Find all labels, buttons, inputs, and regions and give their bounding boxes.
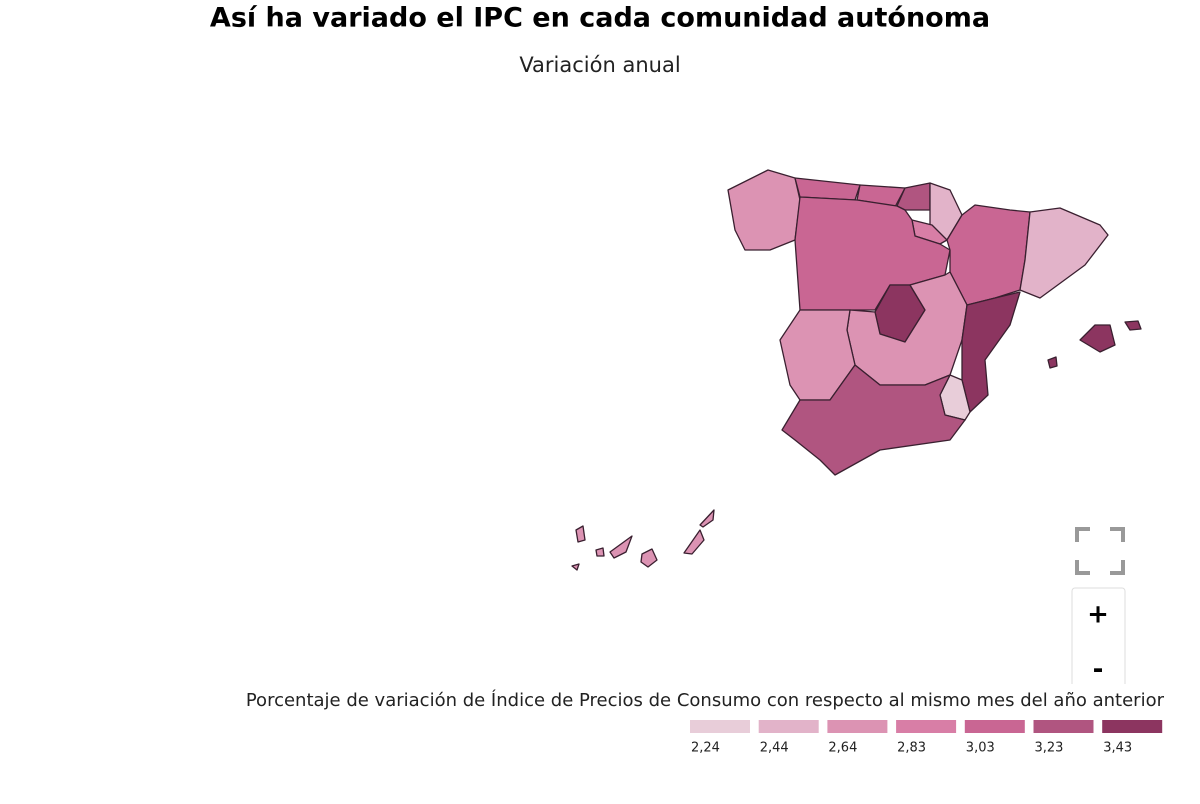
region[interactable] <box>727 169 801 251</box>
map[interactable] <box>571 169 1142 571</box>
subtitle: Variación anual <box>519 53 680 77</box>
legend-swatch <box>896 720 957 733</box>
title: Así ha variado el IPC en cada comunidad … <box>210 3 990 34</box>
region[interactable] <box>961 291 1021 413</box>
region[interactable] <box>1079 324 1116 353</box>
legend-label: 2,44 <box>760 741 789 756</box>
legend-label: 3,23 <box>1035 741 1064 756</box>
legend-swatch <box>1033 720 1094 733</box>
legend-label: 2,24 <box>691 741 720 756</box>
region[interactable] <box>571 563 580 571</box>
region[interactable] <box>640 548 658 568</box>
legend-swatch <box>964 720 1025 733</box>
legend-swatch <box>690 720 750 733</box>
legend-bg <box>0 684 1200 800</box>
legend-label: 2,64 <box>828 741 857 756</box>
region[interactable] <box>699 509 715 528</box>
region[interactable] <box>946 204 1031 306</box>
legend-title: Porcentaje de variación de Índice de Pre… <box>246 689 1165 711</box>
region[interactable] <box>1124 320 1142 331</box>
region[interactable] <box>1047 356 1058 369</box>
region[interactable] <box>575 525 586 543</box>
legend-swatch <box>1102 720 1163 733</box>
zoom-out[interactable]: - <box>1093 655 1104 685</box>
legend-swatch <box>758 720 819 733</box>
region[interactable] <box>609 535 633 559</box>
legend: 2,24 2,44 2,64 2,83 3,03 3,23 3,43 <box>690 720 1163 756</box>
region[interactable] <box>896 182 931 211</box>
legend-label: 3,03 <box>966 741 995 756</box>
legend-label: 2,83 <box>897 741 926 756</box>
region[interactable] <box>781 364 966 476</box>
legend-swatch <box>827 720 888 733</box>
region[interactable] <box>1019 207 1109 299</box>
fullscreen-button[interactable] <box>1075 527 1125 575</box>
zoom-in[interactable]: + <box>1087 600 1109 630</box>
legend-label: 3,43 <box>1103 741 1132 756</box>
region[interactable] <box>595 547 605 557</box>
region[interactable] <box>683 529 705 555</box>
